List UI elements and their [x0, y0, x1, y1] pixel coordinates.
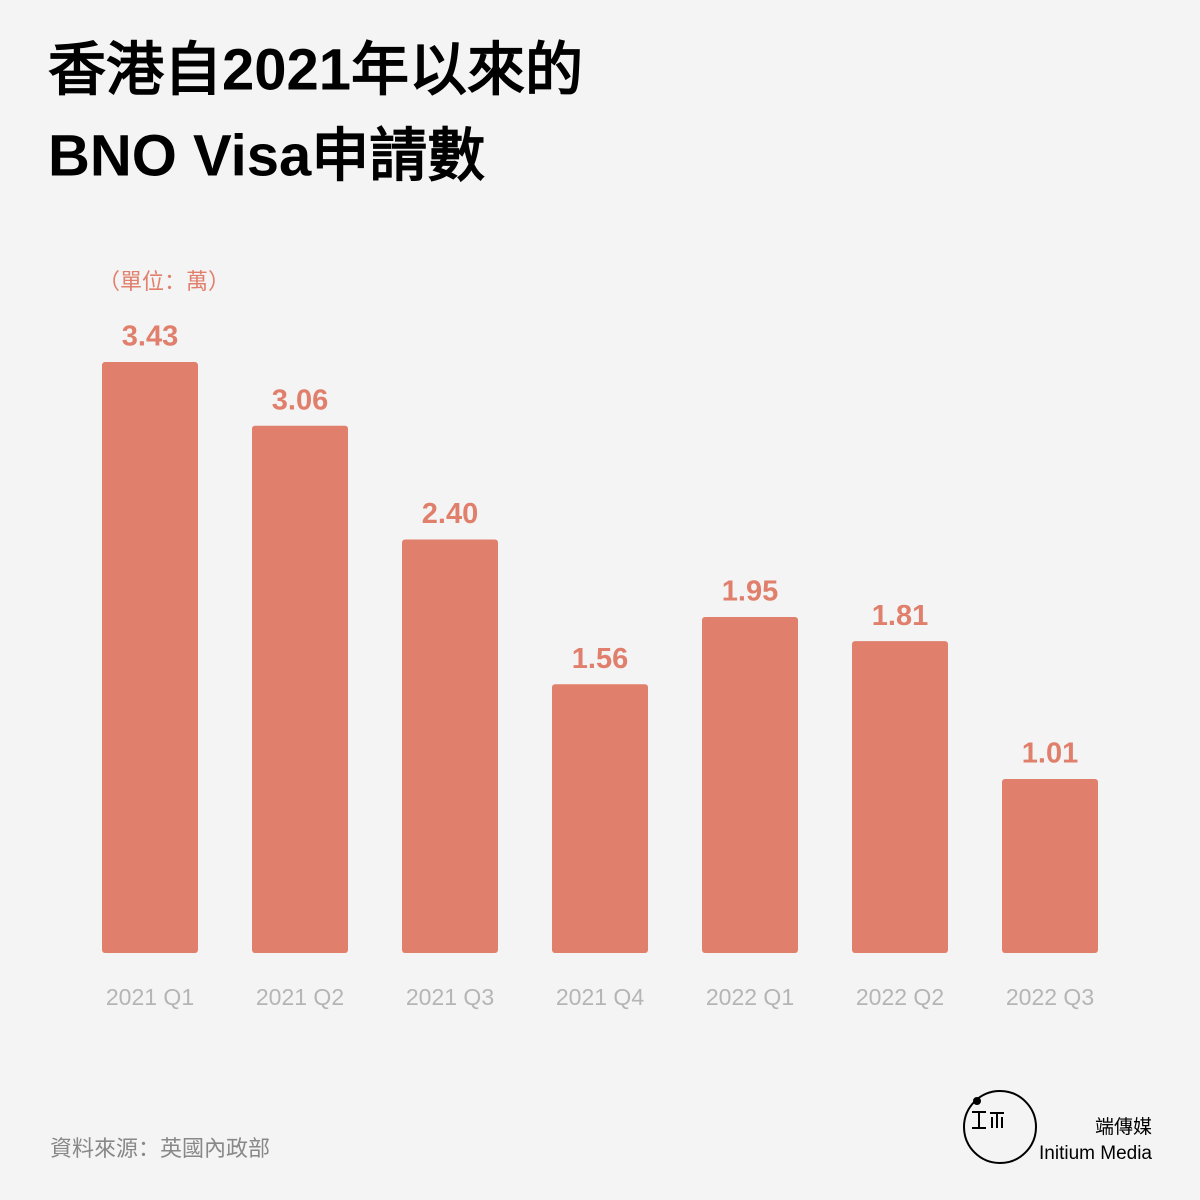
- x-tick-label: 2021 Q1: [106, 984, 194, 1010]
- x-tick-label: 2022 Q2: [856, 984, 944, 1010]
- x-tick-label: 2021 Q3: [406, 984, 494, 1010]
- logo: [963, 1090, 1037, 1164]
- value-label: 1.56: [572, 643, 628, 675]
- bar: [552, 684, 648, 953]
- value-label: 1.81: [872, 600, 928, 632]
- chart-title: BNO Visa申請數: [48, 123, 485, 188]
- value-label: 1.95: [722, 576, 778, 608]
- bar: [102, 362, 198, 953]
- bar: [1002, 778, 1098, 953]
- value-label: 1.01: [1022, 738, 1078, 770]
- x-tick-label: 2022 Q1: [706, 984, 794, 1010]
- chart-title: 香港自2021年以來的: [48, 37, 583, 102]
- brand-name: Initium Media: [1039, 1143, 1152, 1164]
- source: 資料來源：英國內政部: [50, 1136, 270, 1161]
- x-tick-label: 2021 Q2: [256, 984, 344, 1010]
- value-label: 2.40: [422, 498, 478, 530]
- value-label: 3.06: [272, 384, 328, 416]
- x-tick-label: 2021 Q4: [556, 984, 644, 1010]
- unit-note: （單位：萬）: [98, 269, 230, 294]
- value-label: 3.43: [122, 321, 178, 353]
- bar: [402, 539, 498, 953]
- bar: [852, 641, 948, 953]
- bar: [702, 617, 798, 953]
- x-tick-label: 2022 Q3: [1006, 984, 1094, 1010]
- bar: [252, 425, 348, 953]
- brand-name: 端傳媒: [1095, 1116, 1152, 1138]
